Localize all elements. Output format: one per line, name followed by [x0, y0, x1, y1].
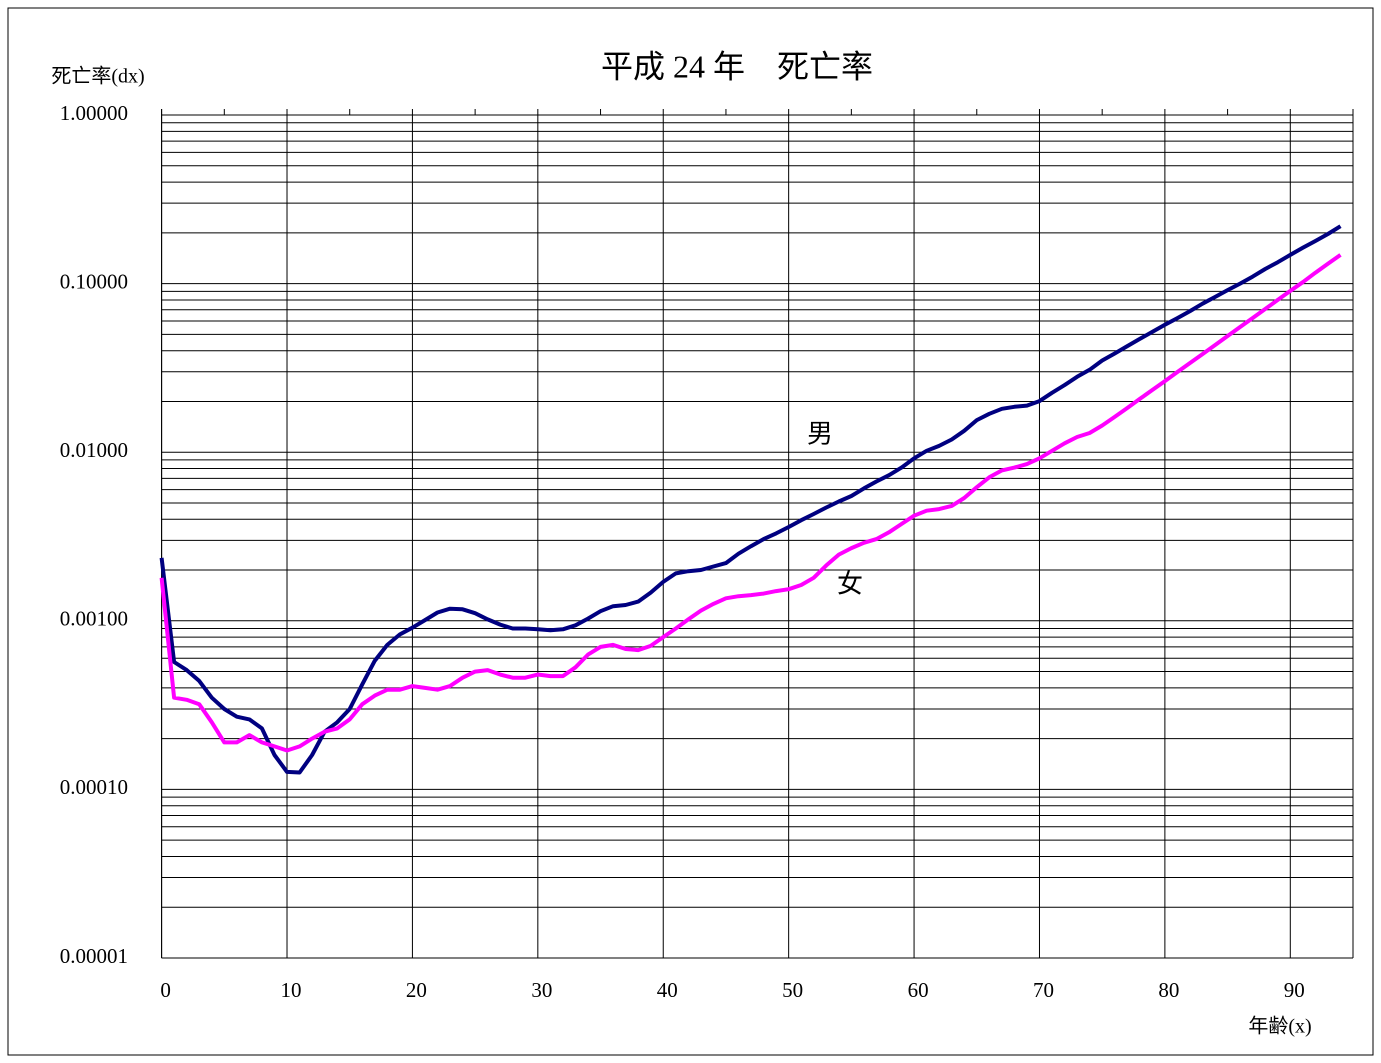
y-tick-label: 0.00100	[60, 607, 128, 631]
x-tick-label: 30	[531, 978, 552, 1002]
x-tick-label: 10	[281, 978, 302, 1002]
chart-frame	[7, 7, 1374, 1056]
x-tick-label: 40	[657, 978, 678, 1002]
x-tick-label: 70	[1033, 978, 1054, 1002]
series-label: 女	[837, 570, 863, 600]
y-tick-label: 0.10000	[60, 269, 128, 293]
y-tick-label: 0.01000	[60, 438, 128, 462]
x-tick-label: 50	[782, 978, 803, 1002]
x-tick-label: 80	[1158, 978, 1179, 1002]
y-tick-label: 0.00001	[60, 944, 128, 968]
x-tick-label: 0	[160, 978, 171, 1002]
x-tick-label: 60	[908, 978, 929, 1002]
y-tick-label: 1.00000	[60, 101, 128, 125]
series-line	[159, 224, 1342, 775]
y-tick-label: 0.00010	[60, 775, 128, 799]
series-label: 男	[807, 420, 833, 450]
series-line	[159, 253, 1342, 753]
x-tick-label: 90	[1284, 978, 1305, 1002]
x-axis-label: 年齢(x)	[1248, 1015, 1311, 1038]
x-tick-label: 20	[406, 978, 427, 1002]
y-axis-label: 死亡率(dx)	[51, 65, 144, 88]
chart-title: 平成 24 年 死亡率	[601, 48, 873, 84]
